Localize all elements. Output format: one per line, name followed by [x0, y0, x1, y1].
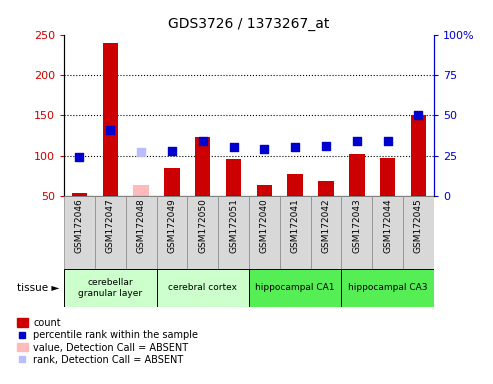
Text: GSM172051: GSM172051 — [229, 198, 238, 253]
Bar — [249, 196, 280, 269]
Bar — [341, 269, 434, 307]
Point — [322, 143, 330, 149]
Title: GDS3726 / 1373267_at: GDS3726 / 1373267_at — [168, 17, 330, 31]
Bar — [187, 196, 218, 269]
Text: GSM172042: GSM172042 — [321, 198, 330, 253]
Point — [260, 146, 268, 152]
Bar — [103, 43, 118, 196]
Point — [353, 138, 361, 144]
Text: GSM172045: GSM172045 — [414, 198, 423, 253]
Bar — [280, 196, 311, 269]
Bar — [341, 196, 372, 269]
Bar — [311, 196, 341, 269]
Text: GSM172049: GSM172049 — [168, 198, 176, 253]
Text: hippocampal CA1: hippocampal CA1 — [255, 283, 335, 293]
Bar — [218, 196, 249, 269]
Point — [291, 144, 299, 151]
Bar — [380, 158, 395, 196]
Bar — [134, 185, 149, 196]
Text: GSM172046: GSM172046 — [75, 198, 84, 253]
Bar — [164, 169, 179, 196]
Bar — [372, 196, 403, 269]
Bar — [64, 269, 157, 307]
Bar — [226, 159, 241, 196]
Bar — [157, 269, 249, 307]
Text: GSM172040: GSM172040 — [260, 198, 269, 253]
Bar — [126, 196, 157, 269]
Bar — [157, 196, 187, 269]
Bar — [349, 154, 364, 196]
Point — [75, 154, 83, 160]
Point — [230, 144, 238, 151]
Text: GSM172048: GSM172048 — [137, 198, 145, 253]
Text: hippocampal CA3: hippocampal CA3 — [348, 283, 427, 293]
Legend: count, percentile rank within the sample, value, Detection Call = ABSENT, rank, : count, percentile rank within the sample… — [15, 316, 200, 367]
Text: GSM172041: GSM172041 — [291, 198, 300, 253]
Point — [106, 127, 114, 133]
Text: cerebellar
granular layer: cerebellar granular layer — [78, 278, 142, 298]
Text: GSM172047: GSM172047 — [106, 198, 115, 253]
Text: GSM172044: GSM172044 — [383, 198, 392, 253]
Point — [384, 138, 391, 144]
Bar — [249, 269, 341, 307]
Bar — [403, 196, 434, 269]
Bar — [72, 194, 87, 196]
Text: tissue ►: tissue ► — [17, 283, 59, 293]
Point — [199, 138, 207, 144]
Bar — [287, 174, 303, 196]
Bar — [257, 185, 272, 196]
Bar — [64, 196, 95, 269]
Bar — [195, 137, 211, 196]
Bar — [95, 196, 126, 269]
Point — [415, 112, 423, 118]
Point — [137, 149, 145, 156]
Text: GSM172043: GSM172043 — [352, 198, 361, 253]
Text: GSM172050: GSM172050 — [198, 198, 207, 253]
Text: cerebral cortex: cerebral cortex — [168, 283, 237, 293]
Point — [168, 147, 176, 154]
Bar — [411, 115, 426, 196]
Bar — [318, 181, 334, 196]
